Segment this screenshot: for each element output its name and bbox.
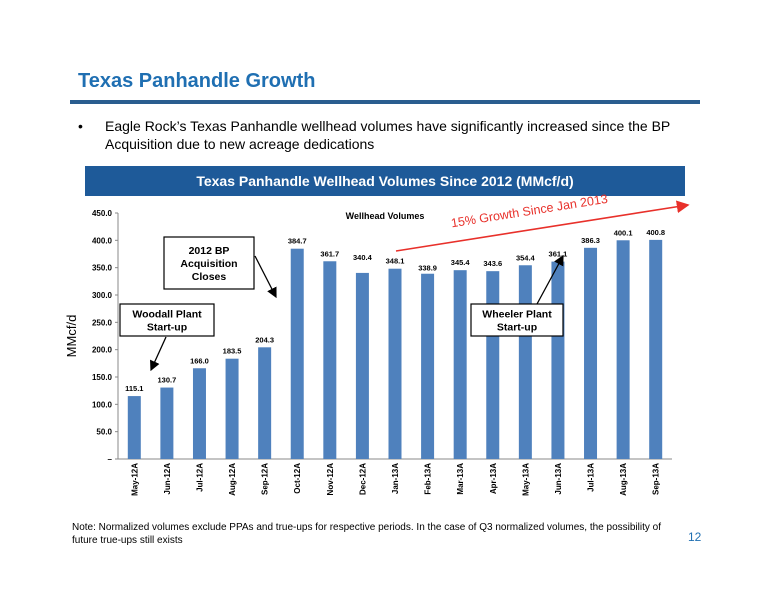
bar: [192, 368, 206, 459]
x-tick-label: May-12A: [130, 463, 139, 496]
x-tick-label: Aug-12A: [228, 463, 237, 496]
x-tick-label: Jun-12A: [163, 463, 172, 495]
x-tick-label: Sep-13A: [652, 463, 661, 495]
wheeler-annotation-label: Wheeler Plant: [482, 309, 552, 321]
bar: [584, 247, 598, 459]
bar-value-label: 361.1: [549, 250, 568, 259]
woodall-annotation-label: Start-up: [147, 322, 187, 334]
bar: [486, 271, 500, 459]
bar: [649, 239, 663, 459]
bar: [258, 347, 272, 459]
bar-value-label: 384.7: [288, 237, 307, 246]
woodall-annotation-box: [119, 303, 215, 337]
bar: [616, 240, 630, 459]
x-tick-label: Nov-12A: [326, 463, 335, 496]
x-tick-label: Jul-12A: [195, 463, 204, 492]
bar: [160, 387, 174, 459]
y-tick-label: –: [108, 455, 113, 464]
bp-annotation-label: Closes: [192, 271, 227, 283]
bar: [453, 270, 467, 459]
x-tick-label: Jan-13A: [391, 463, 400, 494]
bar-value-label: 115.1: [125, 384, 143, 393]
bar-value-label: 348.1: [386, 257, 405, 266]
bar-value-label: 386.3: [581, 236, 600, 245]
bar: [355, 272, 369, 459]
bullet-marker: •: [78, 118, 83, 134]
growth-arrow: [395, 200, 690, 252]
x-tick-label: Mar-13A: [456, 463, 465, 495]
x-tick-label: Jun-13A: [554, 463, 563, 495]
y-tick-label: 50.0: [96, 428, 112, 437]
woodall-annotation-label: Woodall Plant: [132, 309, 202, 321]
bar-value-label: 338.9: [418, 264, 437, 273]
y-axis-title: MMcf/d: [64, 315, 79, 358]
bar-value-label: 354.4: [516, 253, 536, 262]
footnote: Note: Normalized volumes exclude PPAs an…: [72, 522, 661, 546]
bar-value-label: 166.0: [190, 356, 209, 365]
x-tick-label: Feb-13A: [424, 463, 433, 495]
bar-value-label: 361.7: [320, 249, 339, 258]
bp-annotation-label: 2012 BP: [189, 245, 230, 257]
bp-arrow: [254, 255, 277, 299]
bar-value-label: 345.4: [451, 258, 471, 267]
chart-banner: Texas Panhandle Wellhead Volumes Since 2…: [85, 166, 685, 196]
bar-value-label: 343.6: [483, 259, 502, 268]
bar: [518, 265, 532, 459]
y-tick-label: 350.0: [92, 264, 113, 273]
wheeler-annotation-box: [470, 303, 564, 337]
y-tick-label: 450.0: [92, 209, 113, 218]
bar-value-label: 183.5: [223, 347, 242, 356]
bar: [225, 358, 239, 459]
y-tick-label: 200.0: [92, 346, 113, 355]
bar: [421, 273, 435, 459]
bullet-text: Eagle Rock’s Texas Panhandle wellhead vo…: [105, 118, 671, 152]
bar: [551, 261, 565, 459]
bar: [127, 396, 141, 459]
bar-value-label: 400.8: [646, 228, 665, 237]
bar-value-label: 130.7: [157, 376, 176, 385]
y-tick-label: 250.0: [92, 318, 113, 327]
x-tick-label: Sep-12A: [261, 463, 270, 495]
chart-title: Wellhead Volumes: [346, 211, 425, 221]
title-divider: [70, 100, 700, 104]
x-tick-label: Oct-12A: [293, 463, 302, 494]
y-tick-label: 150.0: [92, 373, 113, 382]
x-tick-label: Aug-13A: [619, 463, 628, 496]
bar: [323, 261, 337, 459]
x-tick-label: May-13A: [521, 463, 530, 496]
bp-annotation-label: Acquisition: [180, 258, 237, 270]
bp-annotation-box: [163, 236, 255, 290]
slide-title: Texas Panhandle Growth: [78, 70, 316, 92]
bar-value-label: 204.3: [255, 335, 274, 344]
page-number: 12: [688, 530, 702, 544]
y-tick-label: 400.0: [92, 236, 113, 245]
growth-label: 15% Growth Since Jan 2013: [450, 192, 609, 231]
wheeler-arrow: [536, 254, 564, 305]
bar-value-label: 400.1: [614, 228, 633, 237]
bullet-point: • Eagle Rock’s Texas Panhandle wellhead …: [78, 117, 688, 153]
woodall-arrow: [150, 336, 167, 372]
bar: [290, 248, 304, 459]
x-tick-label: Jul-13A: [587, 463, 596, 492]
x-tick-label: Apr-13A: [489, 463, 498, 494]
x-tick-label: Dec-12A: [358, 463, 367, 495]
y-tick-label: 100.0: [92, 400, 113, 409]
bar-value-label: 340.4: [353, 253, 373, 262]
wheeler-annotation-label: Start-up: [497, 322, 537, 334]
bar: [388, 268, 402, 459]
y-tick-label: 300.0: [92, 291, 113, 300]
